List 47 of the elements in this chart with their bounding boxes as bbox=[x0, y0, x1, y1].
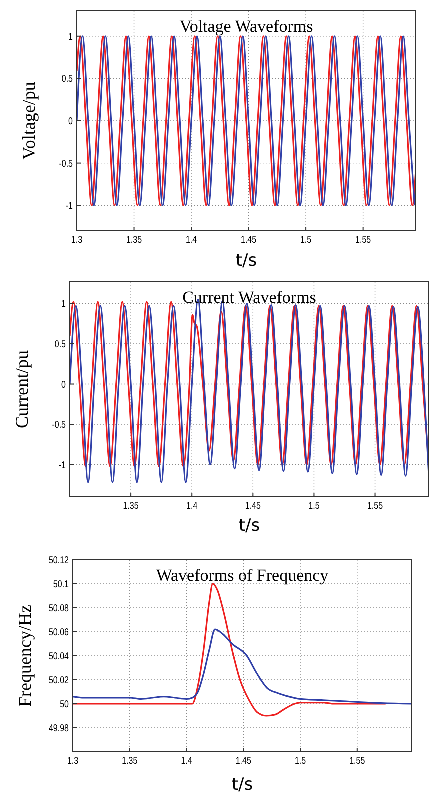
x-tick-label: 1.55 bbox=[367, 500, 384, 512]
x-tick-label: 1.5 bbox=[308, 500, 320, 512]
chart-title: Voltage Waveforms bbox=[180, 17, 314, 36]
y-tick-label: 1 bbox=[62, 298, 66, 310]
y-tick-label: 50.02 bbox=[49, 674, 69, 686]
y-axis-title: Current/pu bbox=[12, 350, 32, 428]
x-tick-label: 1.3 bbox=[67, 755, 79, 766]
x-axis-title: t/s bbox=[236, 251, 258, 271]
x-tick-label: 1.35 bbox=[122, 755, 138, 766]
x-tick-label: 1.35 bbox=[123, 500, 139, 512]
x-axis-title: t/s bbox=[232, 775, 254, 795]
x-tick-label: 1.35 bbox=[126, 234, 142, 246]
chart-title: Waveforms of Frequency bbox=[156, 566, 330, 585]
y-tick-label: -1 bbox=[66, 200, 73, 212]
line-series bbox=[73, 628, 412, 705]
line-series bbox=[73, 583, 387, 717]
x-tick-label: 1.45 bbox=[236, 755, 252, 766]
line-series bbox=[77, 36, 416, 206]
y-tick-label: 50.06 bbox=[49, 626, 69, 638]
y-tick-label: 50.08 bbox=[49, 602, 69, 614]
chart-title: Current Waveforms bbox=[182, 288, 316, 307]
x-tick-label: 1.4 bbox=[181, 755, 192, 766]
y-tick-label: 0.5 bbox=[54, 338, 66, 350]
y-tick-label: 50.04 bbox=[49, 650, 69, 662]
x-axis-title: t/s bbox=[238, 516, 260, 536]
y-tick-label: 50.12 bbox=[49, 554, 69, 566]
y-tick-label: 50 bbox=[60, 698, 69, 710]
y-tick-label: 50.1 bbox=[53, 578, 69, 590]
y-axis-title: Frequency/Hz bbox=[15, 605, 35, 707]
x-tick-label: 1.4 bbox=[186, 234, 198, 246]
x-tick-label: 1.4 bbox=[186, 500, 198, 512]
y-tick-label: -0.5 bbox=[52, 419, 66, 430]
y-tick-label: -1 bbox=[58, 459, 66, 470]
y-axis-title: Voltage/pu bbox=[19, 82, 39, 160]
x-tick-label: 1.45 bbox=[241, 234, 257, 246]
x-tick-label: 1.55 bbox=[356, 234, 372, 246]
y-tick-label: 0 bbox=[62, 378, 66, 390]
y-tick-label: 0.5 bbox=[62, 73, 73, 84]
x-tick-label: 1.45 bbox=[245, 500, 261, 512]
y-tick-label: -0.5 bbox=[59, 158, 73, 170]
y-tick-label: 0 bbox=[68, 116, 73, 127]
x-tick-label: 1.55 bbox=[350, 755, 366, 766]
y-tick-label: 1 bbox=[68, 31, 73, 42]
y-tick-label: 49.98 bbox=[49, 722, 69, 734]
x-tick-label: 1.3 bbox=[71, 234, 83, 246]
x-tick-label: 1.5 bbox=[294, 755, 306, 766]
x-tick-label: 1.5 bbox=[300, 234, 312, 246]
